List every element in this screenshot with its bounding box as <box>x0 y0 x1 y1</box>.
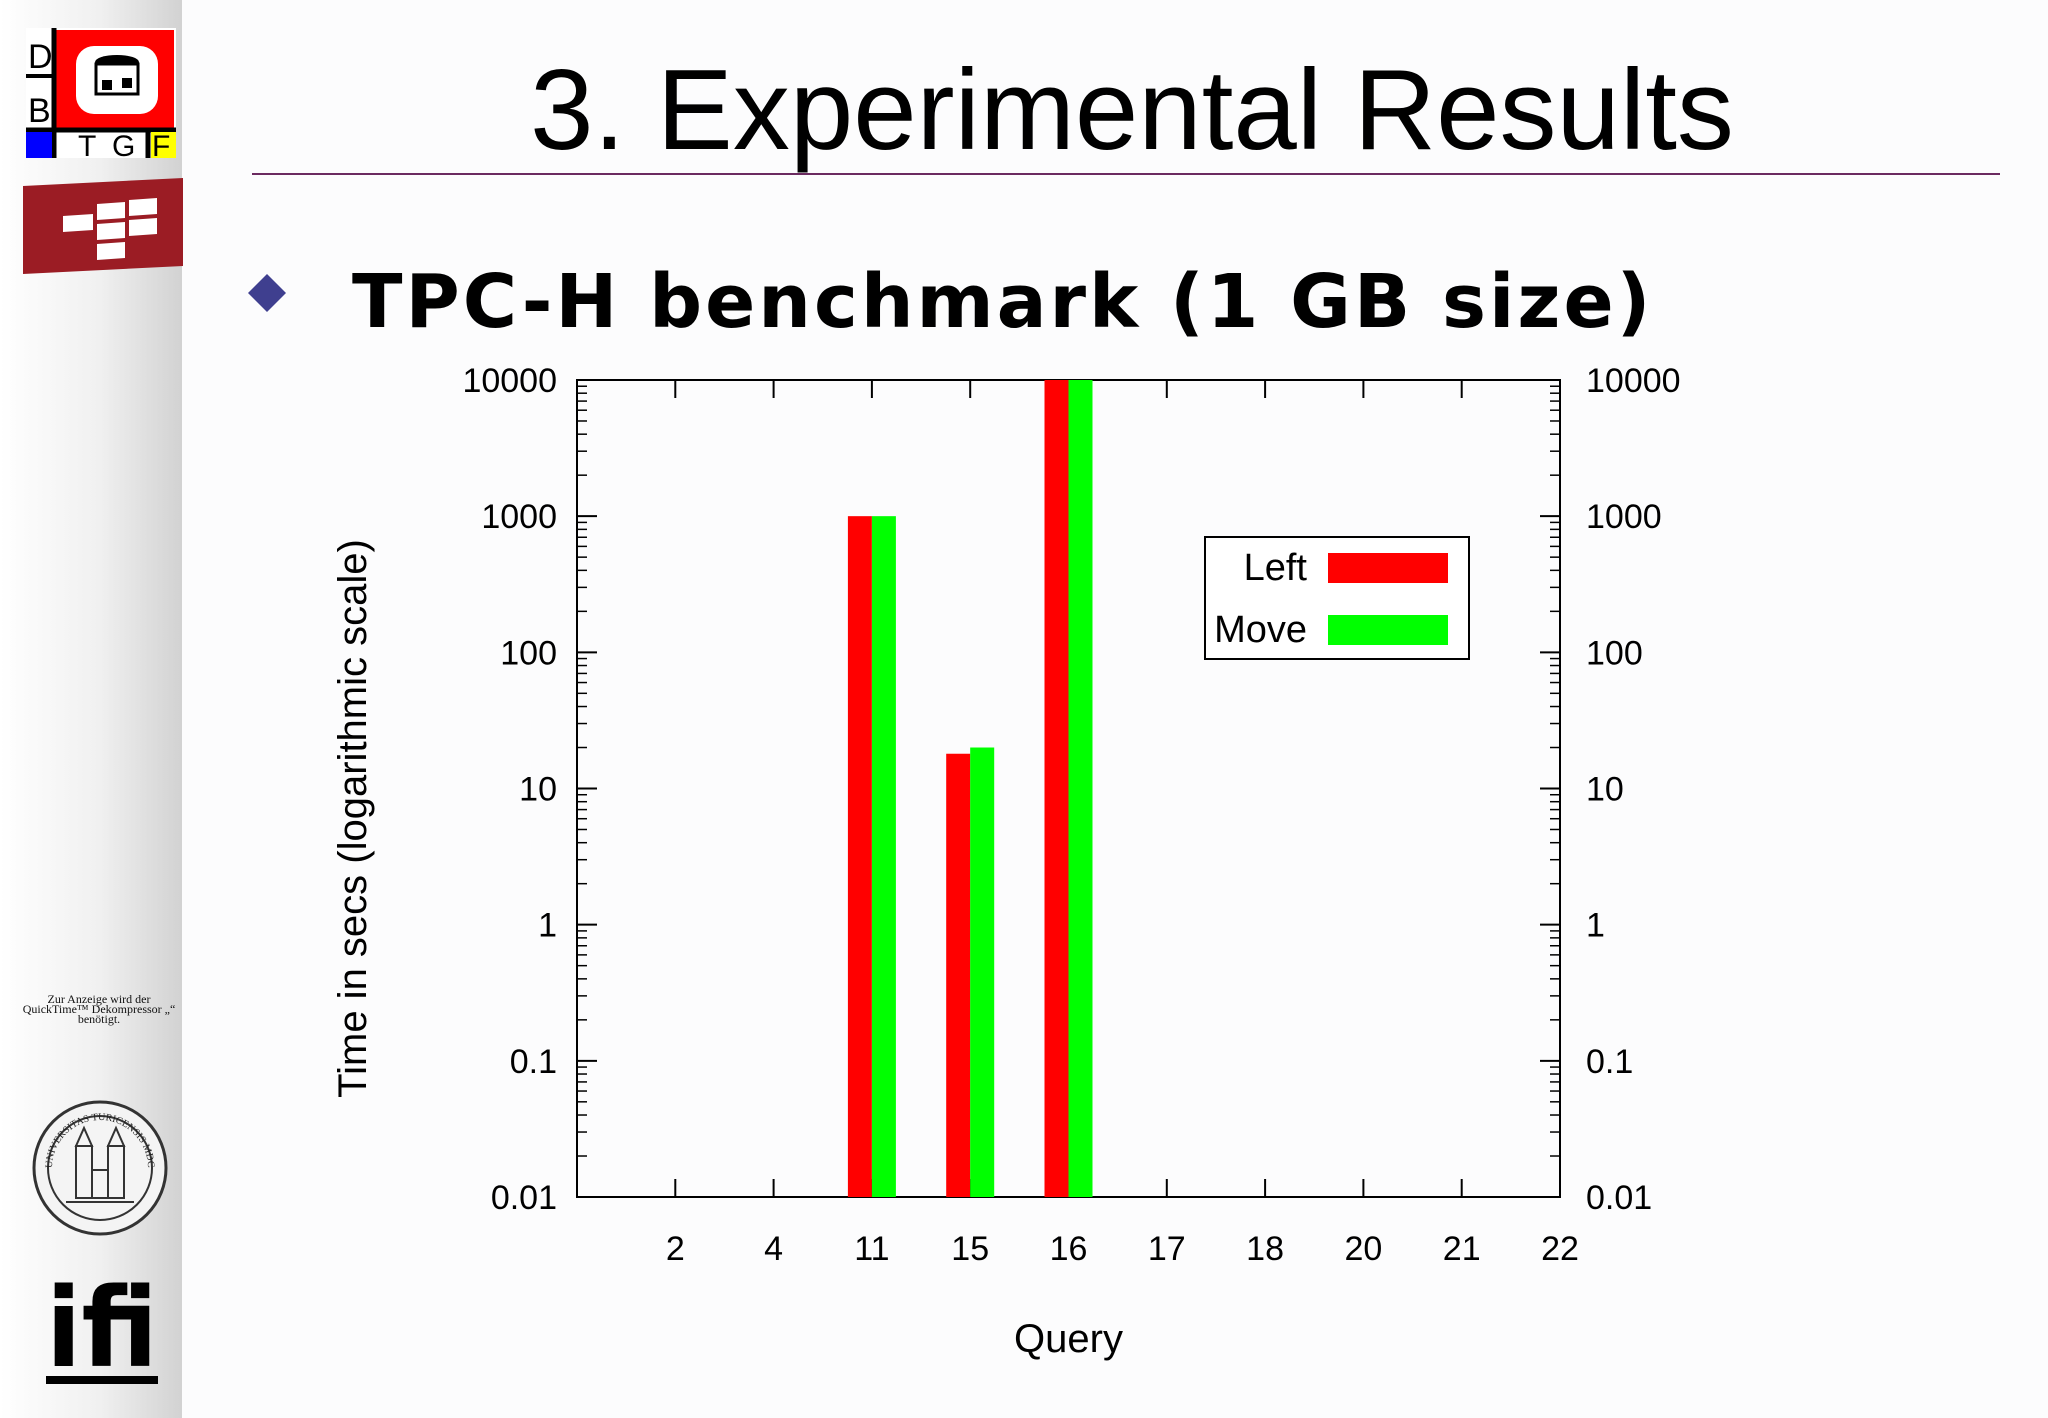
legend-swatch-left <box>1328 553 1448 583</box>
bar-move <box>1068 380 1093 1197</box>
x-tick-label: 17 <box>1148 1230 1186 1268</box>
y-tick-label-right: 100 <box>1586 634 1643 672</box>
sidebar: D B T G F Zur Anzeige wird der QuickTime… <box>0 0 183 1418</box>
y-tick-label-right: 1000 <box>1586 498 1662 536</box>
x-tick-label: 4 <box>764 1230 783 1268</box>
dbtg-letter-f: F <box>152 130 170 158</box>
bullet-diamond-icon <box>248 274 286 312</box>
y-tick-label: 1000 <box>481 498 557 536</box>
bar-move <box>970 747 995 1197</box>
y-tick-label: 10 <box>519 771 557 809</box>
y-tick-label-right: 0.01 <box>1586 1179 1652 1217</box>
y-tick-label-right: 0.1 <box>1586 1043 1633 1081</box>
dbtg-letter-b: B <box>28 92 51 130</box>
legend-label-left: Left <box>1244 547 1308 589</box>
dbtg-letter-g: G <box>112 130 135 158</box>
dbtg-letter-t: T <box>78 130 96 158</box>
y-tick-label: 0.01 <box>491 1179 557 1217</box>
y-tick-label-right: 10000 <box>1586 362 1681 400</box>
bar-left <box>946 753 971 1197</box>
x-axis-label: Query <box>1014 1317 1123 1361</box>
y-tick-label: 0.1 <box>510 1043 557 1081</box>
bar-move <box>871 516 896 1197</box>
ifi-logo-text: ifi <box>46 1264 158 1388</box>
y-tick-label-right: 10 <box>1586 771 1624 809</box>
x-tick-label: 2 <box>666 1230 685 1268</box>
y-axis-label: Time in secs (logarithmic scale) <box>331 539 375 1098</box>
bar-left <box>847 516 872 1197</box>
bullet-text: TPC-H benchmark (1 GB size) <box>352 259 1654 345</box>
quicktime-placeholder-note: Zur Anzeige wird der QuickTime™ Dekompre… <box>22 992 176 1026</box>
legend-swatch-move <box>1328 615 1448 645</box>
x-tick-label: 11 <box>854 1230 889 1268</box>
university-logo <box>23 178 183 274</box>
y-tick-label: 1 <box>538 907 557 945</box>
slide-title: 3. Experimental Results <box>530 47 1734 174</box>
y-tick-label-right: 1 <box>1586 907 1605 945</box>
bar-left <box>1044 380 1069 1197</box>
title-rule <box>252 173 2000 175</box>
university-seal: UNIVERSITAS TURICENSIS MDCCCXXXIII <box>30 1098 168 1236</box>
y-tick-label: 100 <box>500 634 557 672</box>
x-tick-label: 16 <box>1050 1230 1088 1268</box>
x-tick-label: 20 <box>1344 1230 1382 1268</box>
dbtg-logo: D B T G F <box>26 28 176 158</box>
y-tick-label: 10000 <box>462 362 557 400</box>
x-tick-label: 21 <box>1443 1230 1481 1268</box>
dbtg-letter-d: D <box>28 38 53 76</box>
x-tick-label: 18 <box>1246 1230 1284 1268</box>
legend-label-move: Move <box>1214 609 1307 651</box>
x-tick-label: 15 <box>951 1230 989 1268</box>
x-tick-label: 22 <box>1541 1230 1579 1268</box>
ifi-logo: ifi <box>46 1264 158 1388</box>
